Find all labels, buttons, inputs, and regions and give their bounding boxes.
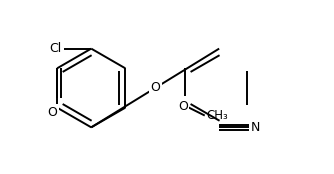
Text: CH₃: CH₃ [207, 109, 228, 122]
Text: Cl: Cl [49, 42, 62, 55]
Text: N: N [250, 121, 260, 134]
Text: O: O [178, 100, 188, 113]
Text: O: O [47, 106, 57, 119]
Text: O: O [150, 81, 160, 94]
